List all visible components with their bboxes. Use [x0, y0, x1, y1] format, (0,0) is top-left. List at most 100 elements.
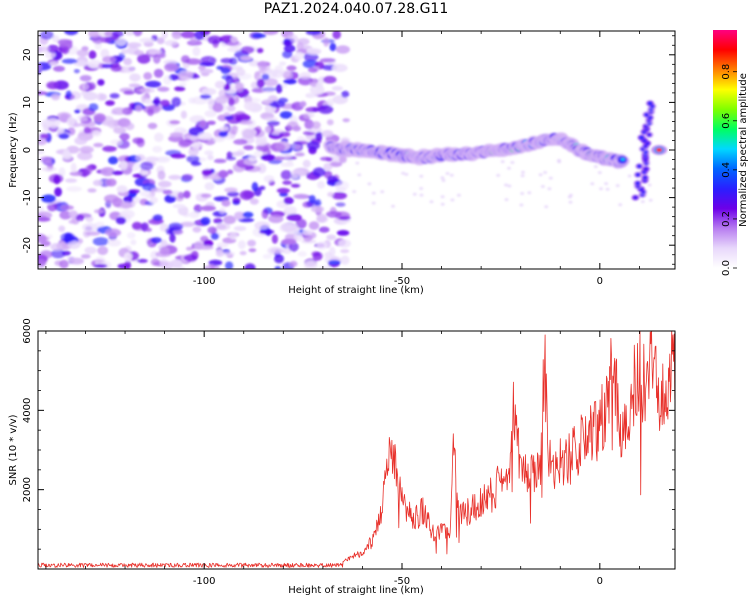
heatmap-cell	[105, 100, 115, 106]
heatmap-cell	[227, 191, 239, 197]
heatmap-cell	[311, 121, 321, 129]
heatmap-cell	[282, 50, 293, 59]
heatmap-cell	[449, 173, 454, 177]
heatmap-cell	[305, 31, 322, 36]
heatmap-cell	[178, 70, 194, 80]
heatmap-cell	[150, 196, 158, 204]
heatmap-cell	[102, 145, 117, 152]
heatmap-cell	[43, 160, 53, 166]
heatmap-cell	[62, 148, 71, 158]
heatmap-cell	[456, 193, 461, 197]
heatmap-cell	[102, 56, 116, 64]
heatmap-cell	[627, 174, 632, 178]
heatmap-cell	[239, 251, 247, 256]
y-tick-label: 6000	[22, 318, 33, 343]
heatmap-cell	[161, 239, 168, 247]
heatmap-cell	[38, 217, 51, 222]
heatmap-cell	[112, 170, 124, 176]
heatmap-cell	[257, 60, 267, 70]
heatmap-cell	[177, 192, 185, 199]
heatmap-cell	[308, 221, 320, 230]
heatmap-cell	[636, 164, 642, 169]
heatmap-cell	[80, 120, 96, 128]
heatmap-cell	[270, 142, 286, 153]
heatmap-cells	[38, 31, 668, 269]
heatmap-cell	[200, 193, 212, 198]
heatmap-cell	[113, 126, 127, 134]
heatmap-cell	[52, 35, 60, 43]
heatmap-cell	[262, 98, 274, 104]
heatmap-cell	[38, 233, 47, 243]
heatmap-cell	[133, 31, 143, 37]
heatmap-cell	[248, 248, 257, 253]
heatmap-cell	[197, 132, 213, 141]
heatmap-cell	[295, 218, 307, 229]
heatmap-cell	[419, 193, 424, 197]
heatmap-cell	[216, 65, 224, 70]
heatmap-cell	[58, 225, 66, 232]
heatmap-cell	[339, 155, 347, 164]
heatmap-cell	[260, 154, 276, 161]
heatmap-cell	[58, 167, 66, 178]
heatmap-cell	[153, 68, 164, 78]
heatmap-cell	[112, 31, 124, 38]
heatmap-cell	[201, 88, 217, 96]
heatmap-cell	[257, 163, 267, 174]
heatmap-cell	[38, 46, 50, 53]
heatmap-cell	[224, 187, 238, 193]
heatmap-cell	[340, 255, 350, 265]
heatmap-cell	[123, 90, 135, 95]
heatmap-cell	[319, 265, 331, 269]
colorbar-tick-label: 0.2	[721, 211, 732, 227]
heatmap-cell	[194, 31, 205, 40]
heatmap-cell	[120, 209, 135, 219]
heatmap-cell	[293, 231, 303, 242]
heatmap-cell	[239, 190, 254, 201]
heatmap-cell	[75, 214, 85, 222]
heatmap-cell	[371, 201, 376, 205]
heatmap-cell	[234, 211, 245, 220]
heatmap-cell	[85, 231, 100, 236]
heatmap-cell	[256, 47, 264, 54]
heatmap-cell	[47, 44, 59, 54]
heatmap-cell	[204, 110, 217, 118]
heatmap-cell	[618, 203, 623, 207]
heatmap-cell	[293, 140, 309, 145]
heatmap-cell	[331, 192, 347, 200]
heatmap-cell	[314, 199, 322, 208]
figure-title: PAZ1.2024.040.07.28.G11	[263, 1, 449, 17]
heatmap-cell	[123, 252, 133, 262]
heatmap-cell	[74, 136, 88, 145]
heatmap-cell	[318, 226, 330, 233]
heatmap-cell	[567, 195, 572, 199]
heatmap-cell	[404, 172, 409, 176]
heatmap-cell	[297, 251, 307, 257]
heatmap-cell	[264, 117, 278, 122]
heatmap-cell	[183, 190, 191, 199]
heatmap-cell	[355, 161, 360, 165]
heatmap-cell	[271, 69, 283, 79]
heatmap-cell	[179, 82, 187, 87]
heatmap-cell	[186, 155, 200, 163]
heatmap-cell	[100, 167, 115, 177]
heatmap-cell	[178, 139, 193, 147]
heatmap-cell	[325, 210, 342, 218]
heatmap-cell	[336, 230, 350, 236]
heatmap-cell	[204, 182, 215, 191]
heatmap-cell	[335, 180, 349, 191]
heatmap-cell	[556, 158, 561, 162]
heatmap-cell	[148, 49, 162, 55]
heatmap-cell	[215, 250, 224, 257]
heatmap-cell	[140, 169, 149, 176]
heatmap-cell	[401, 171, 406, 175]
heatmap-cell	[115, 37, 127, 47]
heatmap-cell	[200, 205, 217, 212]
heatmap-cell	[282, 41, 293, 46]
x-tick-label: -100	[193, 576, 216, 587]
heatmap-cell	[294, 152, 305, 157]
heatmap-cell	[38, 211, 53, 219]
heatmap-cell	[234, 111, 246, 118]
heatmap-cell	[323, 75, 337, 84]
heatmap-cell	[188, 211, 200, 219]
heatmap-cell	[520, 174, 525, 178]
